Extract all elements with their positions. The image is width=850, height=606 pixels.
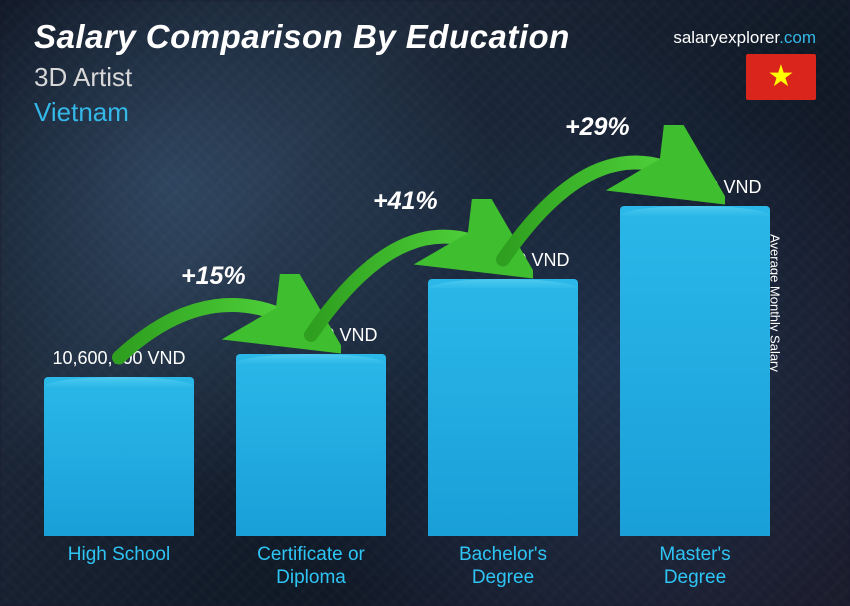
star-icon: ★ — [768, 62, 795, 92]
bar-chart: 10,600,000 VNDHigh School12,100,000 VNDC… — [34, 130, 804, 590]
brand-label: salaryexplorer.com — [673, 28, 816, 48]
bar-label: High School — [68, 544, 170, 590]
header-left: Salary Comparison By Education 3D Artist… — [34, 18, 570, 128]
chart-container: Salary Comparison By Education 3D Artist… — [0, 0, 850, 606]
delta-arrow-icon — [473, 125, 725, 304]
chart-title: Salary Comparison By Education — [34, 18, 570, 56]
chart-country: Vietnam — [34, 97, 570, 128]
bar-label: Certificate orDiploma — [257, 544, 365, 590]
chart-subtitle: 3D Artist — [34, 62, 570, 93]
delta-label: +29% — [565, 113, 630, 142]
brand-suffix: .com — [779, 28, 816, 47]
brand-prefix: salaryexplorer — [673, 28, 779, 47]
bar-label: Master'sDegree — [659, 544, 730, 590]
bar-label: Bachelor'sDegree — [459, 544, 547, 590]
delta-label: +41% — [373, 187, 438, 216]
flag-icon: ★ — [746, 54, 816, 100]
header: Salary Comparison By Education 3D Artist… — [34, 18, 816, 128]
delta-label: +15% — [181, 262, 246, 291]
